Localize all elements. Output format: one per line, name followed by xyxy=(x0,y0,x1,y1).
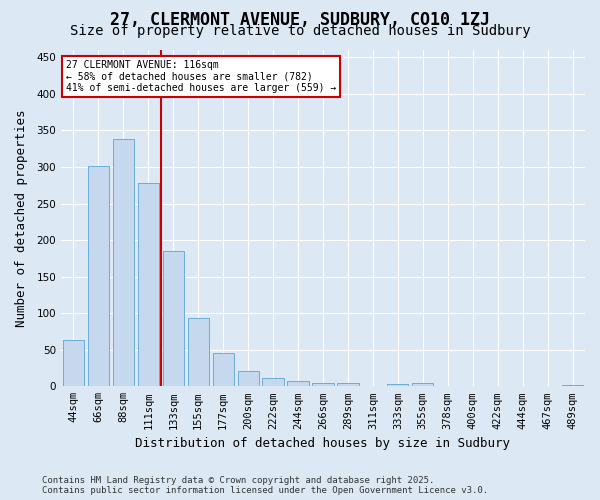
Bar xyxy=(562,385,583,386)
Text: Contains HM Land Registry data © Crown copyright and database right 2025.
Contai: Contains HM Land Registry data © Crown c… xyxy=(42,476,488,495)
Bar xyxy=(63,340,84,386)
Bar xyxy=(113,139,134,386)
Bar xyxy=(212,352,234,386)
X-axis label: Distribution of detached houses by size in Sudbury: Distribution of detached houses by size … xyxy=(136,437,511,450)
Bar xyxy=(188,318,209,386)
Bar xyxy=(287,381,308,386)
Bar xyxy=(88,166,109,386)
Text: 27, CLERMONT AVENUE, SUDBURY, CO10 1ZJ: 27, CLERMONT AVENUE, SUDBURY, CO10 1ZJ xyxy=(110,11,490,29)
Y-axis label: Number of detached properties: Number of detached properties xyxy=(15,110,28,327)
Text: Size of property relative to detached houses in Sudbury: Size of property relative to detached ho… xyxy=(70,24,530,38)
Bar xyxy=(238,371,259,386)
Bar xyxy=(412,384,433,386)
Bar xyxy=(137,183,159,386)
Bar xyxy=(387,384,409,386)
Bar xyxy=(313,382,334,386)
Bar xyxy=(262,378,284,386)
Bar xyxy=(163,251,184,386)
Bar xyxy=(337,384,359,386)
Text: 27 CLERMONT AVENUE: 116sqm
← 58% of detached houses are smaller (782)
41% of sem: 27 CLERMONT AVENUE: 116sqm ← 58% of deta… xyxy=(66,60,337,94)
